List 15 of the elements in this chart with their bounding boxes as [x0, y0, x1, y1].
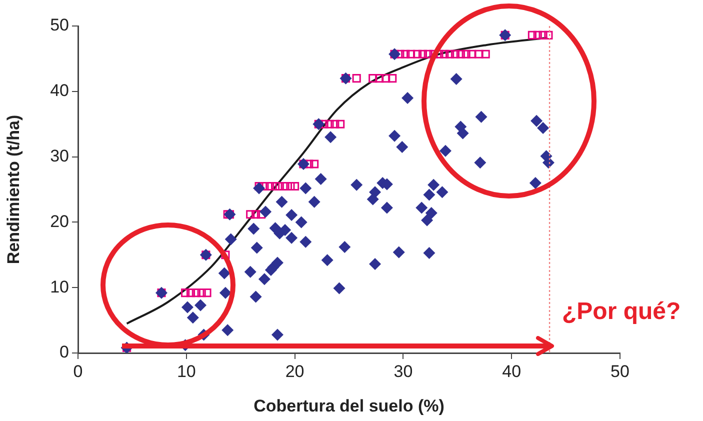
- y-tick-label: 30: [50, 146, 69, 166]
- x-tick-label: 0: [73, 362, 83, 381]
- x-tick-label: 10: [176, 362, 196, 381]
- x-tick-label: 20: [285, 362, 304, 381]
- y-tick-label: 10: [50, 277, 69, 296]
- x-tick-label: 30: [394, 362, 413, 381]
- x-tick-label: 50: [610, 362, 630, 381]
- y-tick-label: 50: [50, 16, 69, 35]
- y-tick-label: 0: [60, 342, 69, 362]
- x-tick-label: 40: [502, 362, 522, 381]
- x-axis-title: Cobertura del suelo (%): [254, 396, 444, 416]
- y-tick-label: 20: [50, 212, 69, 231]
- y-axis-title: Rendimiento (t/ha): [4, 114, 23, 264]
- annotation: ¿Por qué?: [562, 298, 681, 326]
- y-tick-label: 40: [50, 81, 69, 100]
